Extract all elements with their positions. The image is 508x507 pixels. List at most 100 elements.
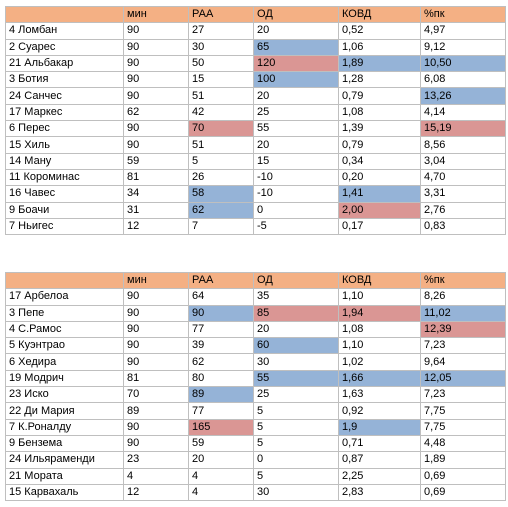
value-cell: 90 <box>123 22 189 40</box>
value-cell: 5 <box>253 402 339 420</box>
value-cell: 1,41 <box>338 185 421 203</box>
value-cell: 89 <box>123 402 189 420</box>
player-cell: 6 Перес <box>5 120 124 138</box>
value-cell: 5 <box>253 418 339 436</box>
value-cell: 51 <box>188 87 254 105</box>
data-row: 16 Чавес 34 58 -10 1,41 3,31 <box>5 185 506 203</box>
value-cell: 9,12 <box>420 38 506 56</box>
value-cell: 34 <box>123 185 189 203</box>
player-cell: 21 Мората <box>5 467 124 485</box>
value-cell: 70 <box>188 120 254 138</box>
value-cell: -5 <box>253 217 339 236</box>
player-cell: 14 Ману <box>5 152 124 170</box>
player-cell: 19 Модрич <box>5 369 124 388</box>
value-cell: 90 <box>123 320 189 339</box>
value-cell: 50 <box>188 54 254 73</box>
player-cell: 24 Санчес <box>5 87 124 105</box>
value-cell: 0,71 <box>338 434 421 453</box>
value-cell: 4,14 <box>420 103 506 122</box>
value-cell: 90 <box>188 304 254 322</box>
header-row: мин РАА ОД КОВД %пк <box>5 271 506 290</box>
header-cell: КОВД <box>338 5 421 24</box>
value-cell: 12,05 <box>420 369 506 388</box>
value-cell: 1,39 <box>338 120 421 138</box>
value-cell: 20 <box>188 451 254 469</box>
value-cell: 0,69 <box>420 467 506 485</box>
value-cell: 100 <box>253 71 339 89</box>
data-row: 22 Ди Мария 89 77 5 0,92 7,75 <box>5 402 506 420</box>
data-row: 7 К.Роналду 90 165 5 1,9 7,75 <box>5 418 506 436</box>
value-cell: 55 <box>253 120 339 138</box>
value-cell: 0,79 <box>338 87 421 105</box>
value-cell: 5 <box>253 467 339 485</box>
data-row: 24 Ильяраменди 23 20 0 0,87 1,89 <box>5 451 506 469</box>
value-cell: 39 <box>188 337 254 355</box>
data-row: 21 Альбакар 90 50 120 1,89 10,50 <box>5 54 506 73</box>
data-row: 6 Хедира 90 62 30 1,02 9,64 <box>5 353 506 371</box>
value-cell: 10,50 <box>420 54 506 73</box>
value-cell: 0 <box>253 451 339 469</box>
player-cell: 17 Маркес <box>5 103 124 122</box>
value-cell: 0,34 <box>338 152 421 170</box>
data-row: 9 Бензема 90 59 5 0,71 4,48 <box>5 434 506 453</box>
value-cell: 90 <box>123 71 189 89</box>
value-cell: 90 <box>123 304 189 322</box>
player-cell: 2 Суарес <box>5 38 124 56</box>
value-cell: 1,89 <box>338 54 421 73</box>
data-row: 24 Санчес 90 51 20 0,79 13,26 <box>5 87 506 105</box>
data-row: 4 Ломбан 90 27 20 0,52 4,97 <box>5 22 506 40</box>
header-cell: КОВД <box>338 271 421 290</box>
value-cell: 81 <box>123 168 189 187</box>
value-cell: 77 <box>188 320 254 339</box>
data-row: 15 Карвахаль 12 4 30 2,83 0,69 <box>5 483 506 502</box>
value-cell: 1,08 <box>338 103 421 122</box>
header-cell: мин <box>123 271 189 290</box>
data-row: 17 Маркес 62 42 25 1,08 4,14 <box>5 103 506 122</box>
value-cell: 90 <box>123 288 189 306</box>
value-cell: 62 <box>123 103 189 122</box>
data-row: 11 Короминас 81 26 -10 0,20 4,70 <box>5 168 506 187</box>
value-cell: 60 <box>253 337 339 355</box>
header-cell <box>5 5 124 24</box>
value-cell: 90 <box>123 434 189 453</box>
player-cell: 23 Иско <box>5 386 124 404</box>
value-cell: 0,79 <box>338 136 421 154</box>
value-cell: 1,89 <box>420 451 506 469</box>
value-cell: -10 <box>253 168 339 187</box>
player-cell: 3 Пепе <box>5 304 124 322</box>
player-cell: 24 Ильяраменди <box>5 451 124 469</box>
data-row: 3 Пепе 90 90 85 1,94 11,02 <box>5 304 506 322</box>
value-cell: 62 <box>188 353 254 371</box>
value-cell: 2,76 <box>420 201 506 219</box>
value-cell: 90 <box>123 337 189 355</box>
value-cell: 5 <box>253 434 339 453</box>
value-cell: 90 <box>123 136 189 154</box>
value-cell: 2,83 <box>338 483 421 502</box>
data-row: 14 Ману 59 5 15 0,34 3,04 <box>5 152 506 170</box>
value-cell: 90 <box>123 54 189 73</box>
value-cell: 23 <box>123 451 189 469</box>
header-cell: РАА <box>188 5 254 24</box>
header-row: мин РАА ОД КОВД %пк <box>5 5 506 24</box>
player-cell: 4 С.Рамос <box>5 320 124 339</box>
value-cell: 4 <box>188 483 254 502</box>
player-cell: 4 Ломбан <box>5 22 124 40</box>
data-row: 15 Хиль 90 51 20 0,79 8,56 <box>5 136 506 154</box>
value-cell: 0,87 <box>338 451 421 469</box>
player-cell: 21 Альбакар <box>5 54 124 73</box>
player-cell: 3 Ботия <box>5 71 124 89</box>
value-cell: 0,92 <box>338 402 421 420</box>
value-cell: 8,56 <box>420 136 506 154</box>
value-cell: 30 <box>188 38 254 56</box>
value-cell: 15 <box>253 152 339 170</box>
data-row: 3 Ботия 90 15 100 1,28 6,08 <box>5 71 506 89</box>
player-cell: 16 Чавес <box>5 185 124 203</box>
value-cell: 1,06 <box>338 38 421 56</box>
value-cell: 3,04 <box>420 152 506 170</box>
value-cell: 20 <box>253 87 339 105</box>
value-cell: 1,10 <box>338 288 421 306</box>
value-cell: 62 <box>188 201 254 219</box>
value-cell: 13,26 <box>420 87 506 105</box>
value-cell: 1,63 <box>338 386 421 404</box>
